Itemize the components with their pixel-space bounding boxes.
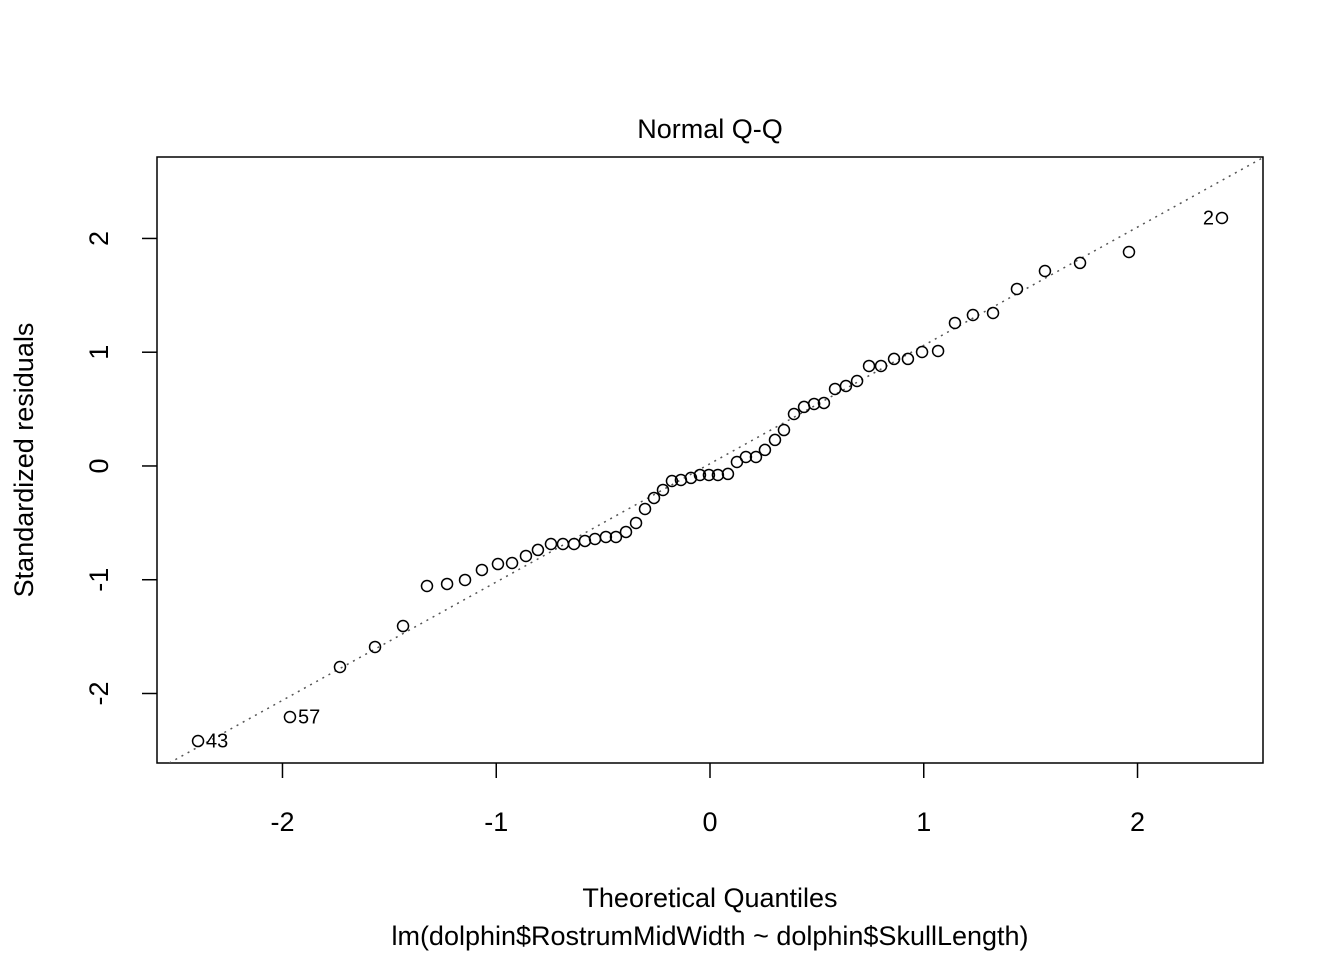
point [749,450,763,464]
point [787,407,801,421]
chart-title: Normal Q-Q [637,114,783,144]
point [850,374,864,388]
point [986,306,1000,320]
point [684,471,698,485]
point [619,525,633,539]
point [1215,211,1229,225]
y-axis-label: Standardized residuals [9,323,39,598]
y-tick-label: -1 [84,568,114,592]
point [702,468,716,482]
point-label: 57 [298,706,320,728]
point [768,433,782,447]
x-tick-label: -1 [484,807,508,837]
point [629,516,643,530]
point [1010,282,1024,296]
point [475,563,489,577]
point [647,491,661,505]
point [638,502,652,516]
point [191,734,205,748]
subtitle: lm(dolphin$RostrumMidWidth ~ dolphin$Sku… [391,921,1028,951]
x-tick-label: 2 [1130,807,1145,837]
point [567,537,581,551]
point [797,400,811,414]
point [966,308,980,322]
x-axis-label: Theoretical Quantiles [582,883,837,913]
point [874,359,888,373]
y-tick-label: -2 [84,681,114,705]
point [420,579,434,593]
point [396,619,410,633]
point [458,573,472,587]
point-label: 2 [1203,207,1214,229]
point [839,379,853,393]
y-tick-label: 1 [84,345,114,360]
point [1038,264,1052,278]
point [599,530,613,544]
point [283,710,297,724]
point [915,345,929,359]
point [721,467,735,481]
plot-frame [156,156,1264,764]
point [777,423,791,437]
point [1122,245,1136,259]
point [931,344,945,358]
point [519,549,533,563]
point [862,359,876,373]
x-tick-label: 0 [702,807,717,837]
point [588,532,602,546]
point [556,537,570,551]
point [544,537,558,551]
point [609,530,623,544]
point [693,468,707,482]
point [711,468,725,482]
x-tick-label: 1 [916,807,931,837]
point [656,483,670,497]
reference-line [167,157,1263,763]
point [817,396,831,410]
point [531,543,545,557]
point [1073,256,1087,270]
point [739,450,753,464]
point [665,474,679,488]
y-tick-label: 0 [84,458,114,473]
point [491,557,505,571]
point-label: 43 [206,730,228,752]
point [828,382,842,396]
point [505,556,519,570]
point [758,443,772,457]
x-tick-label: -2 [270,807,294,837]
point [333,660,347,674]
point [578,534,592,548]
point [440,577,454,591]
point [887,352,901,366]
point [807,397,821,411]
point [901,352,915,366]
point [948,316,962,330]
point [368,640,382,654]
y-tick-label: 2 [84,231,114,246]
